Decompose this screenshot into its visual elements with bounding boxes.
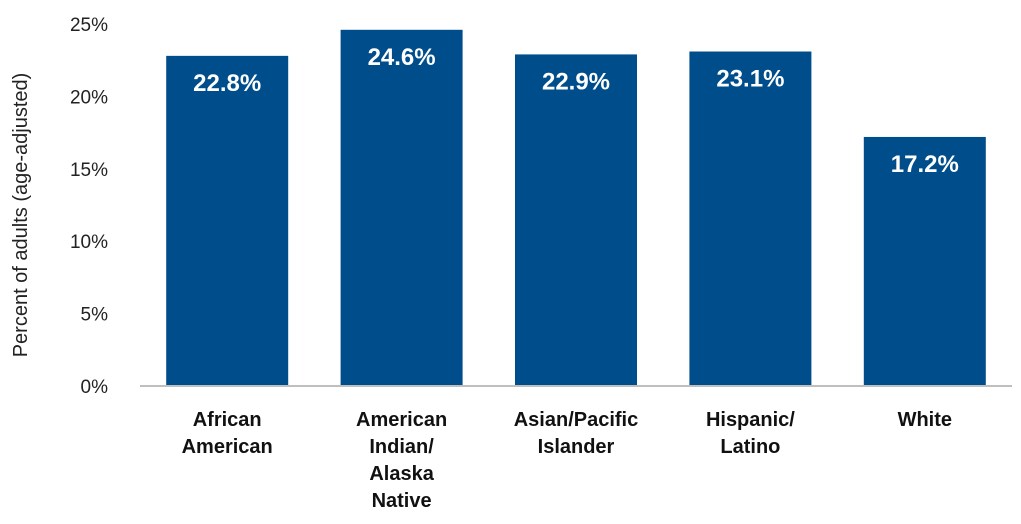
y-tick-label: 15%	[70, 160, 108, 181]
data-labels: 22.8% 24.6% 22.9% 23.1% 17.2%	[193, 44, 959, 178]
data-label: 17.2%	[891, 151, 959, 178]
category-label: African American	[182, 409, 273, 458]
y-tick-label: 10%	[70, 232, 108, 253]
category-labels: African American American Indian/Alaska Nati…	[182, 409, 952, 512]
y-tick-label: 0%	[81, 377, 109, 398]
bar	[515, 54, 637, 387]
bar	[689, 51, 812, 387]
category-label: White	[898, 409, 952, 431]
category-label: Asian/Pacific Islander	[514, 409, 639, 458]
y-axis-label: Percent of adults (age-adjusted)	[10, 73, 32, 358]
data-label: 22.8%	[193, 70, 261, 97]
y-tick-label: 5%	[81, 305, 109, 326]
bar	[166, 55, 289, 387]
y-axis-ticks: 0% 5% 10% 15% 20% 25%	[70, 15, 108, 398]
bar	[340, 29, 463, 387]
bars	[166, 29, 986, 387]
category-label: American Indian/Alaska Native	[356, 409, 447, 512]
category-label: Hispanic/Latino	[706, 409, 795, 458]
bar	[863, 136, 986, 386]
data-label: 22.9%	[542, 68, 610, 95]
y-tick-label: 20%	[70, 87, 108, 108]
data-label: 24.6%	[368, 44, 436, 71]
data-label: 23.1%	[716, 66, 784, 93]
y-tick-label: 25%	[70, 15, 108, 36]
